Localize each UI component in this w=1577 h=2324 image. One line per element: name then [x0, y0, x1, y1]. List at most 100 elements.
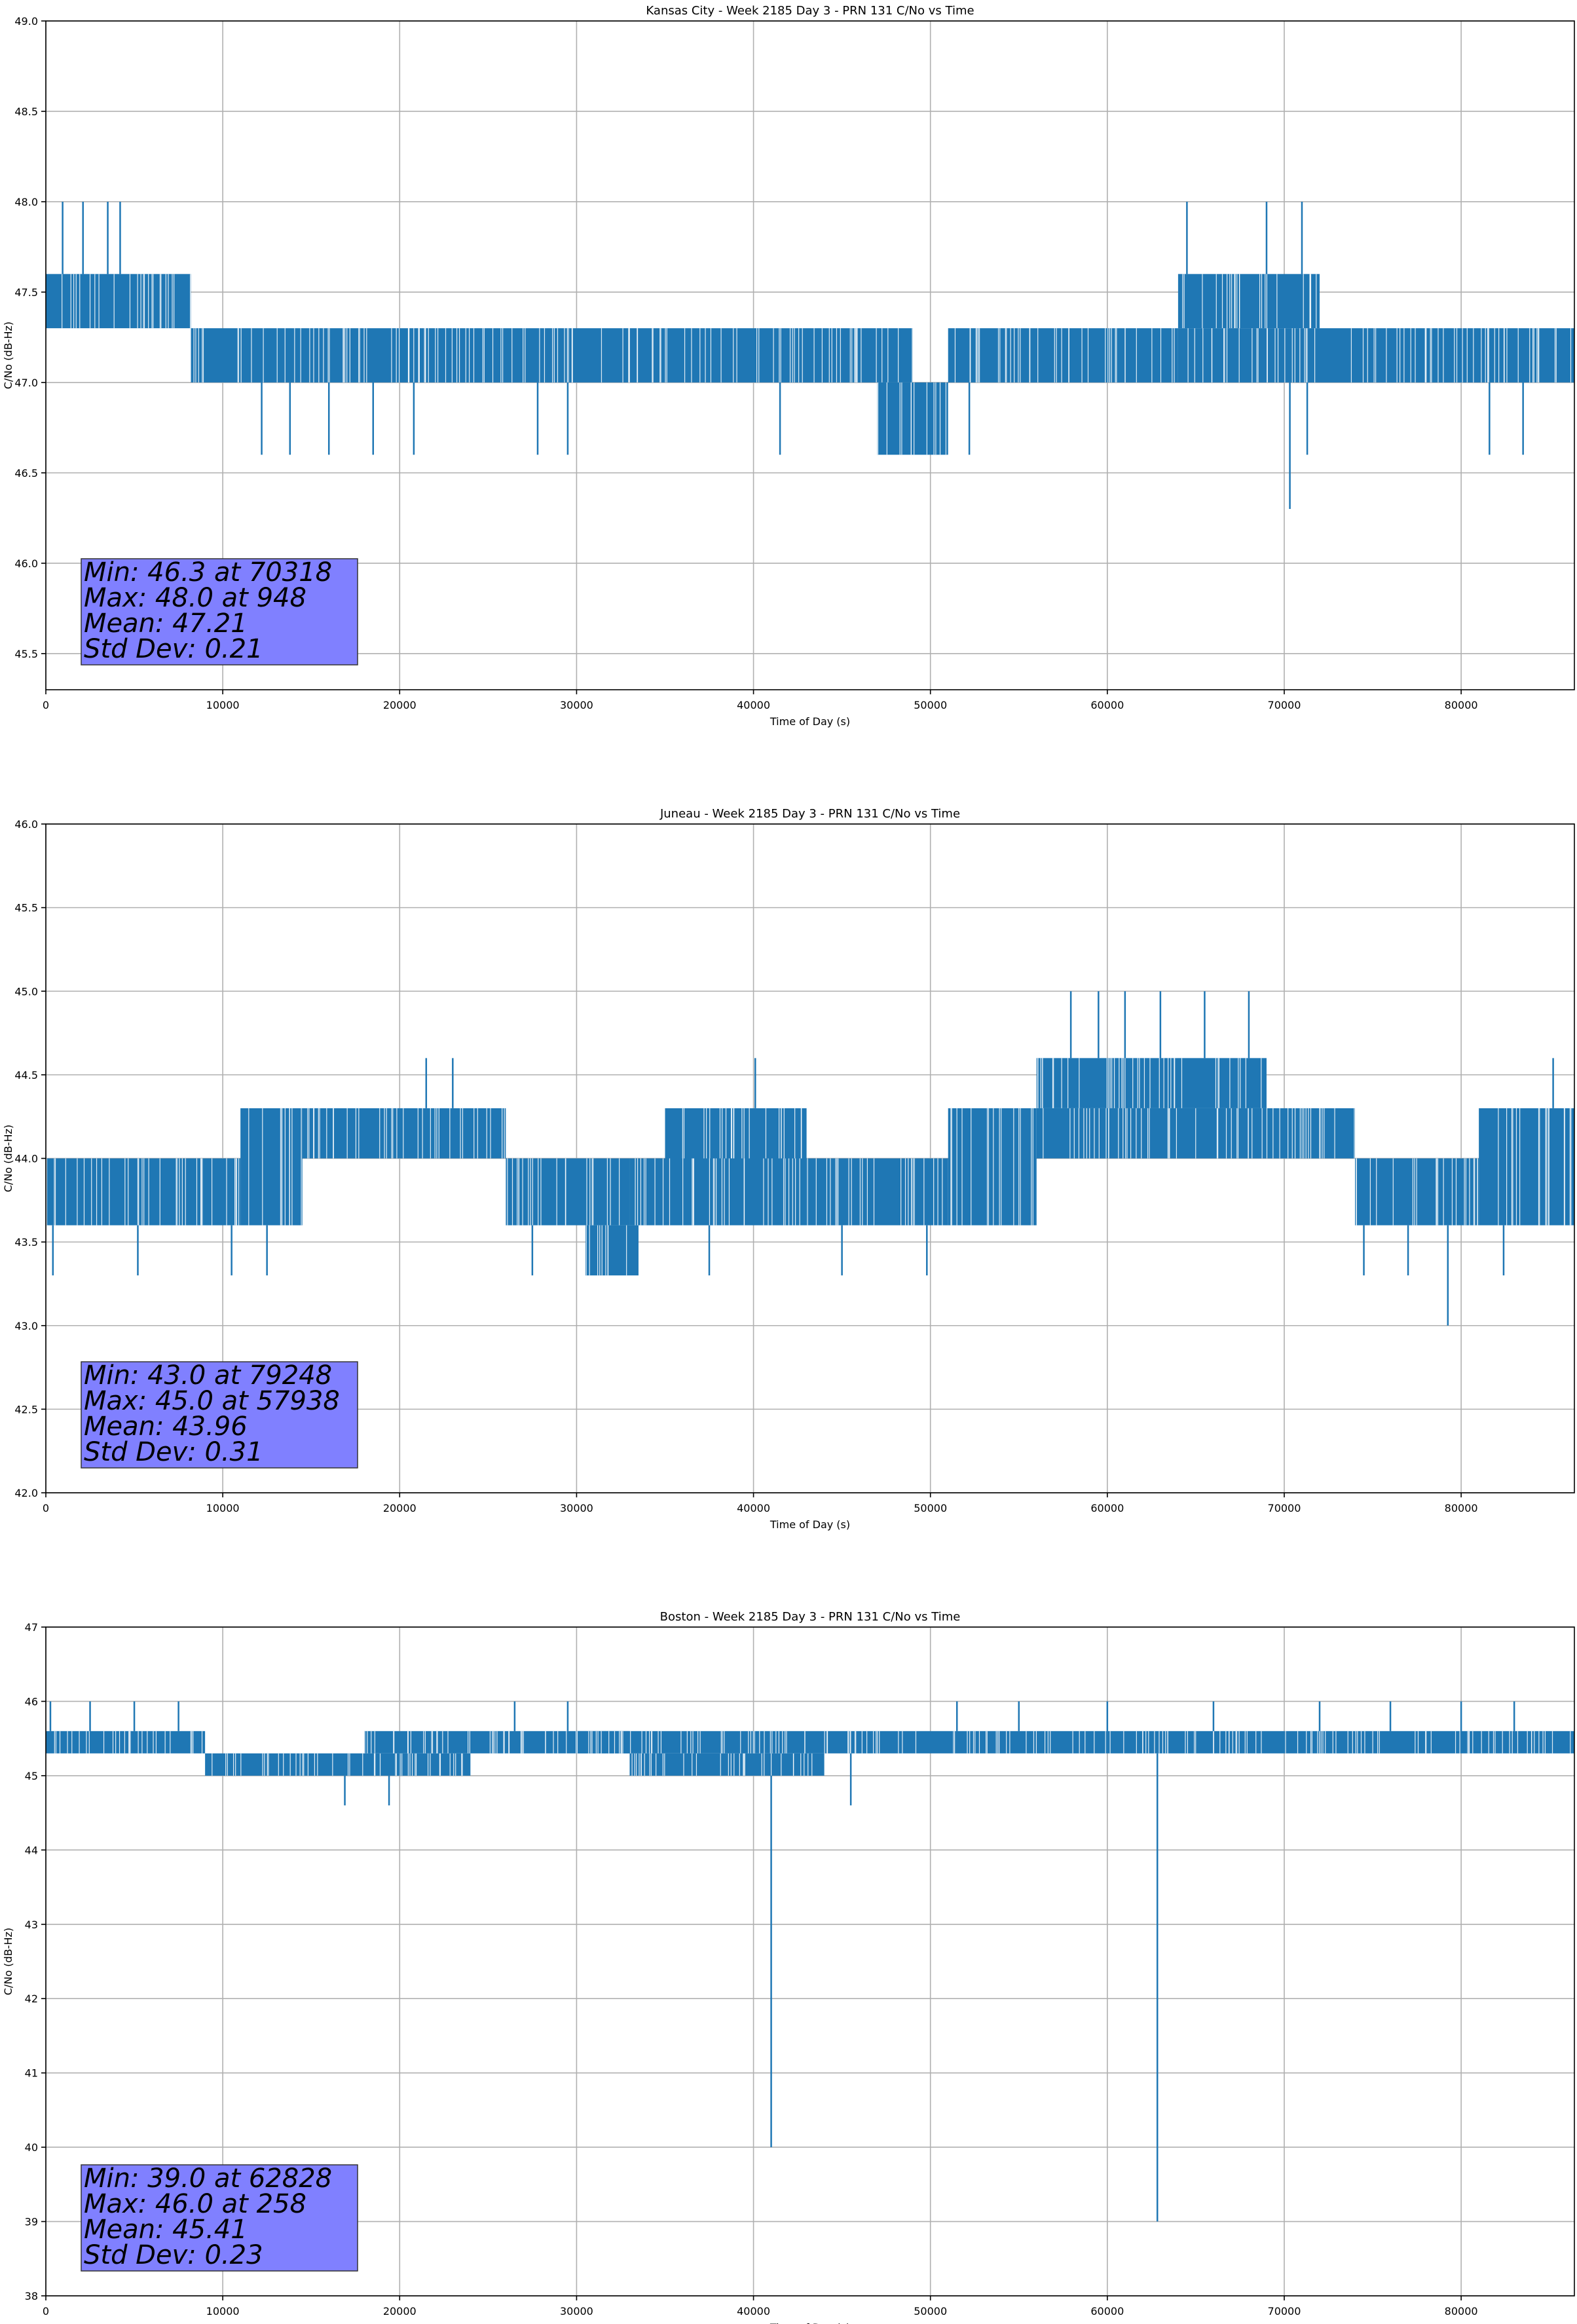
chart-panel-2: 0 10000 20000 30000 40000 50000 60000 70000 8000… [2, 807, 1575, 1531]
y-tick-label: 42.5 [14, 1403, 38, 1415]
stats-mean: Mean: 47.21 [84, 609, 248, 639]
x-tick-label: 30000 [560, 2305, 593, 2317]
x-tick-label: 80000 [1445, 1502, 1478, 1514]
y-tick-label: 45 [25, 1770, 38, 1782]
band-segment [46, 1158, 241, 1226]
y-tick-label: 47.0 [14, 377, 38, 389]
y-tick-label: 45.0 [14, 985, 38, 998]
y-tick-label: 44.5 [14, 1069, 38, 1081]
y-tick-label: 47.5 [14, 286, 38, 299]
x-tick-label: 60000 [1090, 699, 1124, 711]
y-tick-label: 43 [25, 1919, 38, 1931]
y-tick-label: 46.0 [14, 818, 38, 831]
y-axis-label: C/No (dB-Hz) [2, 1928, 14, 1995]
stats-max: Max: 45.0 at 57938 [84, 1386, 340, 1416]
x-tick-label: 60000 [1090, 2305, 1124, 2317]
stats-std: Std Dev: 0.23 [84, 2240, 263, 2270]
band-segment [46, 1731, 206, 1753]
x-tick-label: 10000 [206, 699, 240, 711]
x-tick-label: 10000 [206, 1502, 240, 1514]
band-segment [1178, 328, 1574, 383]
stats-max: Max: 46.0 at 258 [84, 2189, 306, 2219]
stats-min: Min: 39.0 at 62828 [84, 2164, 332, 2194]
y-tick-label: 45.5 [14, 648, 38, 660]
stats-min: Min: 43.0 at 79248 [84, 1360, 332, 1391]
x-tick-label: 20000 [383, 1502, 417, 1514]
band-segment [806, 1158, 948, 1226]
band-segment [240, 1108, 303, 1226]
stats-box [81, 558, 358, 665]
y-tick-label: 46 [25, 1695, 38, 1708]
y-tick-label: 46.5 [14, 467, 38, 479]
stats-std: Std Dev: 0.21 [84, 634, 263, 664]
y-tick-label: 49.0 [14, 15, 38, 28]
x-tick-label: 80000 [1445, 2305, 1478, 2317]
band-segment [1178, 274, 1320, 329]
chart-panel-3: 0 10000 20000 30000 40000 50000 60000 70000 8000… [2, 1610, 1575, 2324]
x-tick-label: 80000 [1445, 699, 1478, 711]
x-tick-label: 50000 [914, 2305, 947, 2317]
x-tick-label: 0 [43, 2305, 49, 2317]
band-segment [205, 1753, 471, 1776]
y-tick-label: 39 [25, 2216, 38, 2228]
band-segment [1479, 1108, 1574, 1226]
y-axis-label: C/No (dB-Hz) [2, 1125, 14, 1192]
band-segment [948, 1108, 1037, 1226]
stats-box [81, 1361, 358, 1469]
x-tick-label: 30000 [560, 699, 593, 711]
y-tick-label: 38 [25, 2290, 38, 2302]
band-segment [46, 274, 191, 329]
y-tick-label: 45.5 [14, 902, 38, 914]
x-tick-label: 20000 [383, 699, 417, 711]
stats-std: Std Dev: 0.31 [84, 1437, 263, 1467]
series-cno [46, 1701, 1574, 2222]
band-segment [877, 382, 948, 455]
series-cno [46, 201, 1574, 510]
band-segment [735, 328, 913, 383]
y-axis-label: C/No (dB-Hz) [2, 322, 14, 389]
band-segment [948, 328, 1178, 383]
stats-box [81, 2164, 358, 2272]
band-segment [576, 1731, 1574, 1753]
chart-title: Juneau - Week 2185 Day 3 - PRN 131 C/No … [659, 807, 960, 821]
band-segment [629, 1158, 807, 1226]
stats-min: Min: 46.3 at 70318 [84, 557, 332, 588]
axes-frame [45, 20, 1575, 690]
x-tick-label: 0 [43, 1502, 49, 1514]
chart-title: Boston - Week 2185 Day 3 - PRN 131 C/No … [660, 1610, 961, 1624]
y-tick-label: 43.0 [14, 1320, 38, 1332]
x-tick-label: 70000 [1268, 2305, 1301, 2317]
y-tick-label: 41 [25, 2067, 38, 2080]
x-axis-label: Time of Day (s) [770, 715, 850, 728]
band-segment [629, 1753, 825, 1776]
x-tick-label: 10000 [206, 2305, 240, 2317]
stats-mean: Mean: 45.41 [84, 2215, 248, 2245]
x-tick-label: 70000 [1268, 699, 1301, 711]
x-tick-label: 0 [43, 699, 49, 711]
y-tick-label: 44.0 [14, 1153, 38, 1165]
y-tick-label: 42 [25, 1993, 38, 2005]
x-tick-label: 40000 [737, 2305, 770, 2317]
y-tick-label: 48.0 [14, 196, 38, 208]
x-axis-label: Time of Day (s) [770, 1518, 850, 1531]
band-segment [1036, 1058, 1267, 1108]
x-tick-label: 40000 [737, 1502, 770, 1514]
x-tick-label: 20000 [383, 2305, 417, 2317]
y-tick-label: 46.0 [14, 557, 38, 570]
band-segment [506, 1158, 630, 1226]
y-tick-label: 44 [25, 1844, 38, 1856]
x-tick-label: 40000 [737, 699, 770, 711]
band-segment [585, 1225, 639, 1276]
stats-mean: Mean: 43.96 [84, 1412, 248, 1442]
band-segment [302, 1108, 506, 1159]
series-cno [46, 991, 1574, 1326]
x-tick-label: 70000 [1268, 1502, 1301, 1514]
x-tick-label: 50000 [914, 1502, 947, 1514]
y-tick-label: 43.5 [14, 1236, 38, 1248]
chart-panel-1: 0 10000 20000 30000 40000 50000 60000 70000 8000… [2, 4, 1575, 728]
band-segment [665, 1108, 807, 1159]
y-tick-label: 47 [25, 1621, 38, 1634]
chart-title: Kansas City - Week 2185 Day 3 - PRN 131 … [646, 4, 974, 18]
x-tick-label: 30000 [560, 1502, 593, 1514]
